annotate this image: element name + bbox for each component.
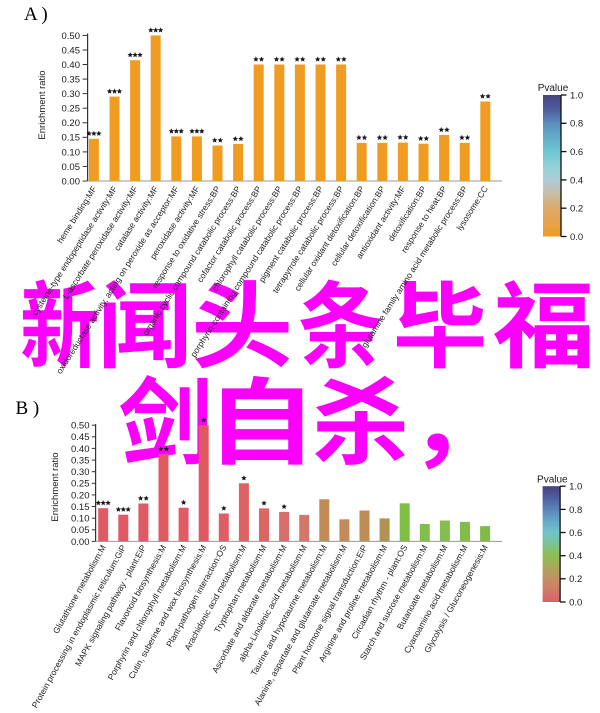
- svg-text:0.25: 0.25: [71, 479, 90, 490]
- svg-text:0.45: 0.45: [62, 45, 81, 56]
- svg-text:1.0: 1.0: [569, 482, 582, 493]
- svg-text:0.6: 0.6: [569, 528, 582, 539]
- svg-text:0.05: 0.05: [62, 162, 81, 173]
- svg-text:0.8: 0.8: [569, 505, 582, 516]
- svg-text:0.20: 0.20: [71, 490, 90, 501]
- svg-text:0.4: 0.4: [569, 551, 582, 562]
- svg-text:0.30: 0.30: [62, 89, 81, 100]
- svg-text:Enrichment ratio: Enrichment ratio: [50, 452, 61, 521]
- svg-text:Pvalue: Pvalue: [537, 475, 568, 486]
- svg-text:0.05: 0.05: [71, 525, 90, 536]
- svg-text:1.0: 1.0: [570, 90, 583, 101]
- svg-text:0.15: 0.15: [71, 502, 90, 513]
- svg-text:0.50: 0.50: [71, 421, 90, 432]
- svg-text:0.25: 0.25: [62, 104, 81, 115]
- svg-text:0.00: 0.00: [71, 537, 90, 548]
- svg-text:Pvalue: Pvalue: [538, 83, 569, 94]
- svg-text:0.35: 0.35: [62, 75, 81, 86]
- svg-text:0.15: 0.15: [62, 133, 81, 144]
- svg-text:0.00: 0.00: [62, 176, 81, 187]
- svg-text:0.50: 0.50: [62, 31, 81, 42]
- svg-text:0.2: 0.2: [569, 574, 582, 585]
- svg-text:0.2: 0.2: [570, 204, 583, 215]
- svg-text:0.6: 0.6: [570, 147, 583, 158]
- svg-text:0.0: 0.0: [570, 232, 583, 243]
- svg-text:0.20: 0.20: [62, 118, 81, 129]
- svg-text:0.4: 0.4: [570, 175, 583, 186]
- svg-text:0.35: 0.35: [71, 456, 90, 467]
- svg-text:0.45: 0.45: [71, 432, 90, 443]
- svg-text:0.40: 0.40: [62, 60, 81, 71]
- svg-text:Enrichment ratio: Enrichment ratio: [37, 70, 48, 139]
- svg-text:0.10: 0.10: [71, 514, 90, 525]
- svg-text:0.30: 0.30: [71, 467, 90, 478]
- svg-text:0.10: 0.10: [62, 147, 81, 158]
- svg-text:0.40: 0.40: [71, 444, 90, 455]
- svg-text:0.0: 0.0: [569, 597, 582, 608]
- svg-text:0.8: 0.8: [570, 119, 583, 130]
- svg-text:A ): A ): [24, 4, 48, 25]
- svg-text:B ): B ): [16, 398, 40, 419]
